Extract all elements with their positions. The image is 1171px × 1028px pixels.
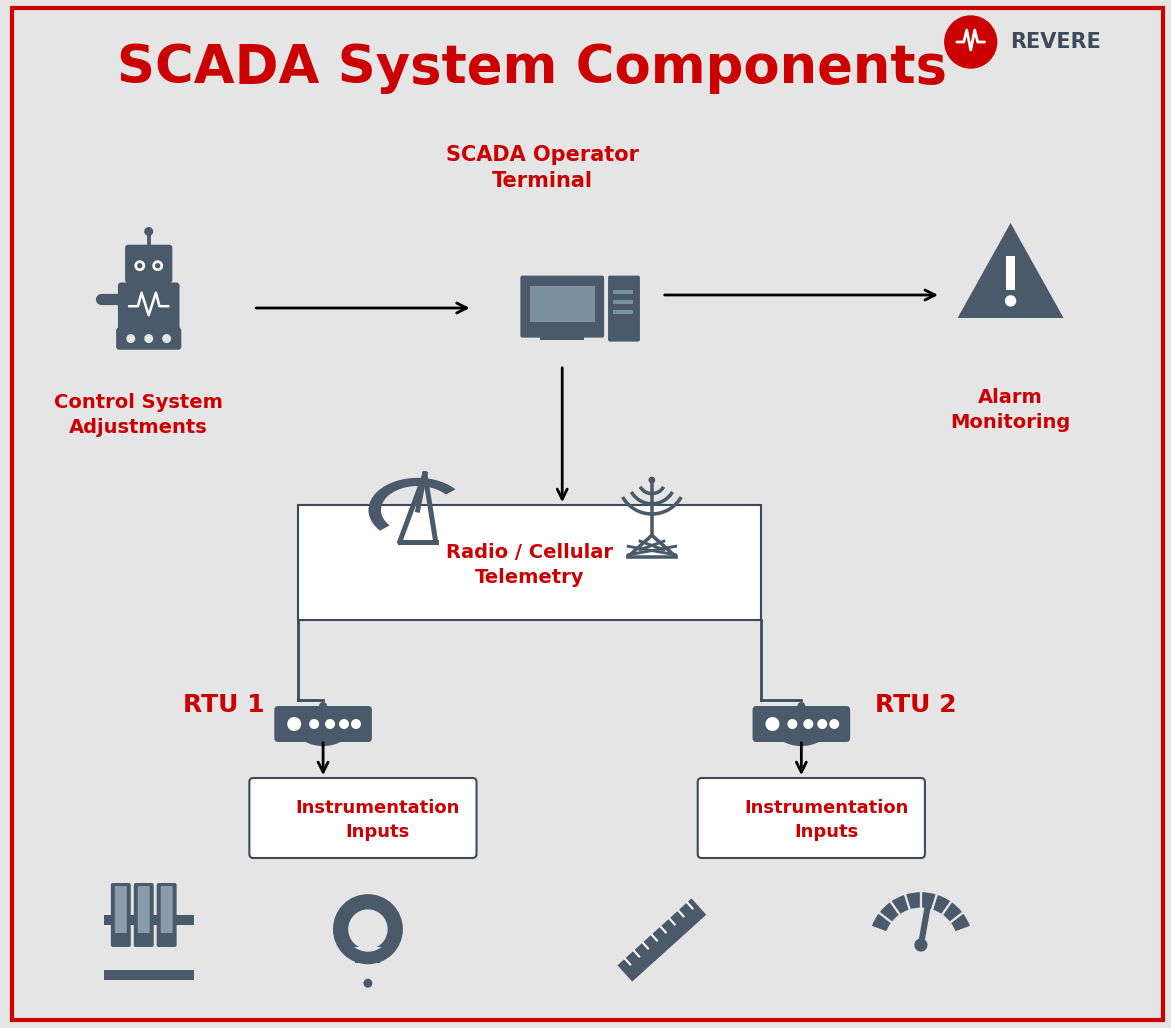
Text: REVERE: REVERE [1011, 32, 1102, 52]
FancyBboxPatch shape [157, 883, 177, 947]
Bar [361, 956, 375, 963]
Bar [1006, 256, 1015, 290]
Circle shape [135, 260, 145, 271]
Polygon shape [617, 898, 706, 982]
Circle shape [320, 702, 327, 710]
Text: Radio / Cellular
Telemetry: Radio / Cellular Telemetry [446, 543, 614, 587]
FancyBboxPatch shape [249, 778, 477, 858]
Text: SCADA System Components: SCADA System Components [117, 42, 947, 94]
Circle shape [144, 227, 153, 236]
Circle shape [340, 719, 349, 729]
Circle shape [803, 719, 814, 729]
Circle shape [287, 717, 301, 731]
Circle shape [649, 477, 656, 483]
Bar [614, 290, 634, 294]
Text: Instrumentation
Inputs: Instrumentation Inputs [744, 799, 909, 841]
Bar [104, 970, 193, 980]
Bar [104, 915, 193, 925]
Bar [529, 287, 595, 322]
Text: Alarm
Monitoring: Alarm Monitoring [951, 388, 1070, 432]
Circle shape [162, 334, 171, 343]
Circle shape [829, 719, 840, 729]
Circle shape [787, 719, 797, 729]
Wedge shape [871, 892, 971, 932]
Circle shape [144, 334, 153, 343]
FancyBboxPatch shape [753, 706, 850, 742]
Bar [358, 956, 378, 963]
Bar [557, 319, 567, 334]
Text: Instrumentation
Inputs: Instrumentation Inputs [296, 799, 460, 841]
FancyBboxPatch shape [115, 886, 126, 933]
Circle shape [152, 260, 163, 271]
Bar [540, 334, 584, 340]
Circle shape [155, 263, 160, 268]
Circle shape [340, 901, 397, 958]
FancyBboxPatch shape [520, 276, 604, 337]
Polygon shape [958, 223, 1063, 318]
Text: Control System
Adjustments: Control System Adjustments [54, 393, 224, 437]
Circle shape [351, 719, 361, 729]
Bar [355, 956, 381, 963]
FancyBboxPatch shape [111, 883, 131, 947]
FancyBboxPatch shape [116, 328, 182, 350]
Text: RTU 1: RTU 1 [183, 693, 265, 717]
Circle shape [326, 719, 335, 729]
Circle shape [797, 702, 806, 710]
Circle shape [137, 263, 143, 268]
Circle shape [126, 334, 136, 343]
Bar [299, 505, 761, 620]
Circle shape [817, 719, 827, 729]
Circle shape [309, 719, 320, 729]
FancyBboxPatch shape [125, 245, 172, 283]
FancyBboxPatch shape [274, 706, 372, 742]
Circle shape [945, 16, 997, 68]
Circle shape [363, 979, 372, 988]
FancyBboxPatch shape [133, 883, 153, 947]
Circle shape [766, 717, 780, 731]
FancyBboxPatch shape [138, 886, 150, 933]
Circle shape [348, 910, 388, 949]
Polygon shape [369, 478, 456, 530]
FancyBboxPatch shape [608, 276, 639, 341]
Bar [614, 299, 634, 303]
Circle shape [1005, 295, 1016, 306]
FancyBboxPatch shape [118, 283, 179, 333]
Bar [614, 309, 634, 314]
FancyBboxPatch shape [160, 886, 172, 933]
Text: SCADA Operator
Terminal: SCADA Operator Terminal [446, 145, 639, 191]
Text: RTU 2: RTU 2 [875, 693, 957, 717]
Circle shape [915, 939, 927, 952]
FancyBboxPatch shape [698, 778, 925, 858]
Bar [350, 947, 386, 961]
